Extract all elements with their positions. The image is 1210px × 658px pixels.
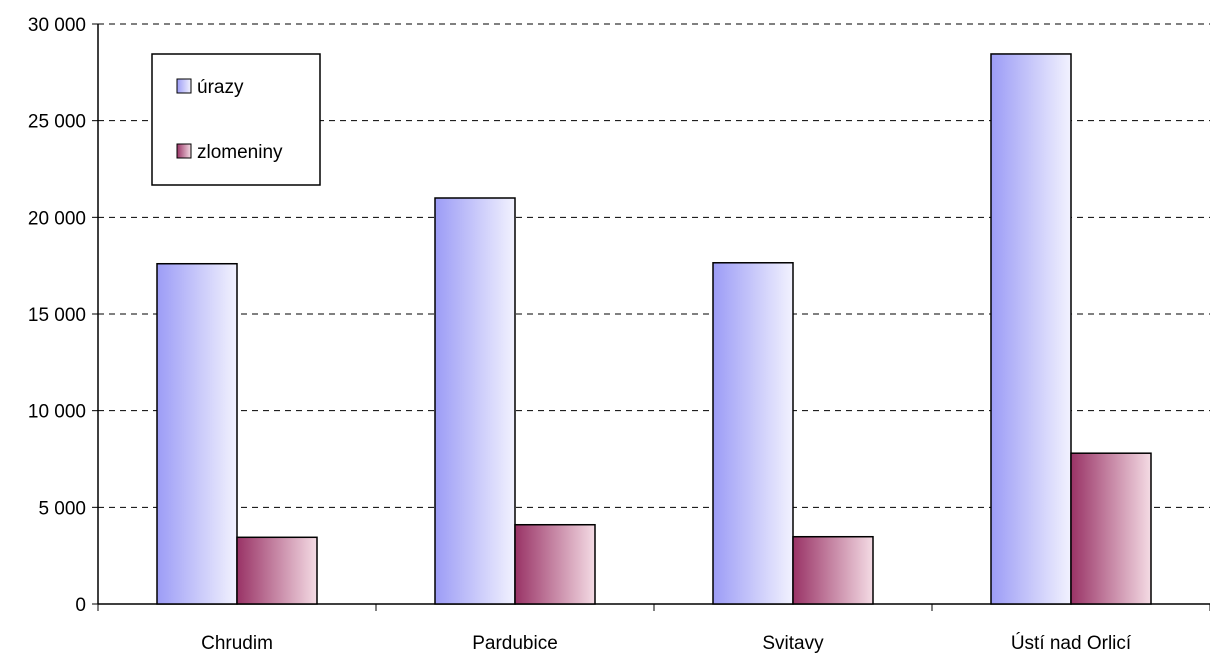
y-tick-label: 5 000 (38, 498, 86, 519)
bar-zlomeniny-2 (792, 535, 874, 605)
bar-zlomeniny-3 (1070, 452, 1152, 605)
y-tick-label: 20 000 (28, 208, 86, 229)
y-tick-label: 30 000 (28, 15, 86, 36)
legend-swatch (176, 78, 192, 94)
bar-urazy-0 (156, 262, 238, 605)
x-category-label: Svitavy (762, 633, 824, 654)
x-category-label: Pardubice (472, 633, 558, 654)
legend-swatch (176, 143, 192, 159)
legend-label: úrazy (197, 77, 244, 98)
y-tick-label: 10 000 (28, 402, 86, 423)
bar-urazy-1 (434, 197, 516, 605)
x-category-label: Ústí nad Orlicí (1011, 632, 1132, 654)
y-tick-label: 15 000 (28, 305, 86, 326)
bars (156, 53, 1152, 605)
legend-label: zlomeniny (197, 142, 283, 163)
bar-urazy-3 (990, 53, 1072, 605)
bar-zlomeniny-1 (514, 523, 596, 605)
legend: úrazy zlomeniny (151, 53, 321, 186)
axis-labels: 0 5 000 10 000 15 000 20 000 25 000 30 000 Chru… (28, 15, 1132, 654)
legend-box (151, 53, 321, 186)
bar-urazy-2 (712, 262, 794, 605)
bar-zlomeniny-0 (236, 536, 318, 605)
y-tick-label: 25 000 (28, 112, 86, 133)
x-category-label: Chrudim (201, 633, 273, 654)
y-tick-label: 0 (75, 595, 86, 616)
